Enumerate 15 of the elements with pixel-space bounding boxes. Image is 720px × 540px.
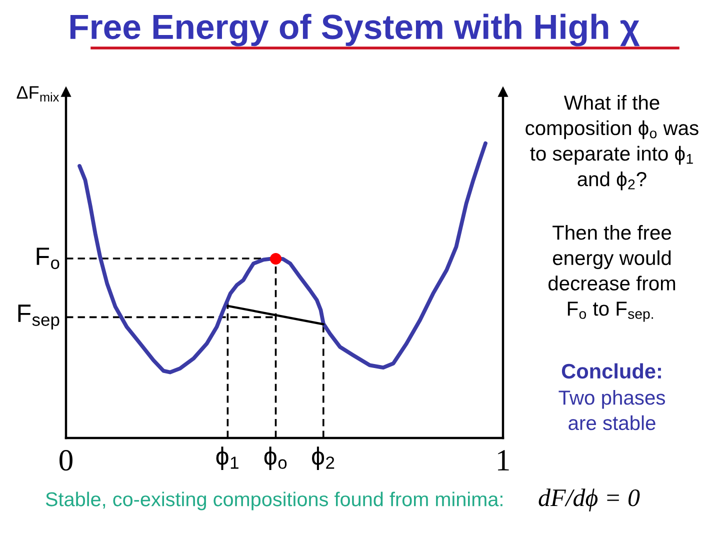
text: dF/dϕ = 0 bbox=[538, 488, 640, 512]
text: What if the composition ϕ$_{o}$ was to separate into ϕ$_{1}$ and ϕ$_{2}$? bbox=[526, 95, 698, 190]
x-tick-label: 0 bbox=[60, 450, 72, 471]
chart-title: Free Energy of System with High χ bbox=[70, 14, 640, 46]
ref-line-label: ϕ$_{2}$ bbox=[312, 446, 334, 470]
ref-line-label: F$_{o}$ bbox=[36, 248, 60, 270]
y-axis-title: ΔF$_{mix}$ bbox=[16, 86, 60, 102]
text: Then the free energy would decrease from F$_{o}$ to F$_{sep.}$ bbox=[548, 225, 676, 322]
text: Conclude: bbox=[562, 363, 661, 379]
ref-line-label: ϕ$_{o}$ bbox=[264, 446, 287, 470]
text: Stable, co-existing compositions found from minima: bbox=[46, 492, 502, 510]
text: Two phases are stable bbox=[558, 390, 666, 430]
ref-line-label: F$_{sep}$ bbox=[18, 304, 60, 330]
x-tick-label: 1 bbox=[498, 450, 509, 470]
ref-line-label: ϕ$_{1}$ bbox=[216, 446, 238, 470]
